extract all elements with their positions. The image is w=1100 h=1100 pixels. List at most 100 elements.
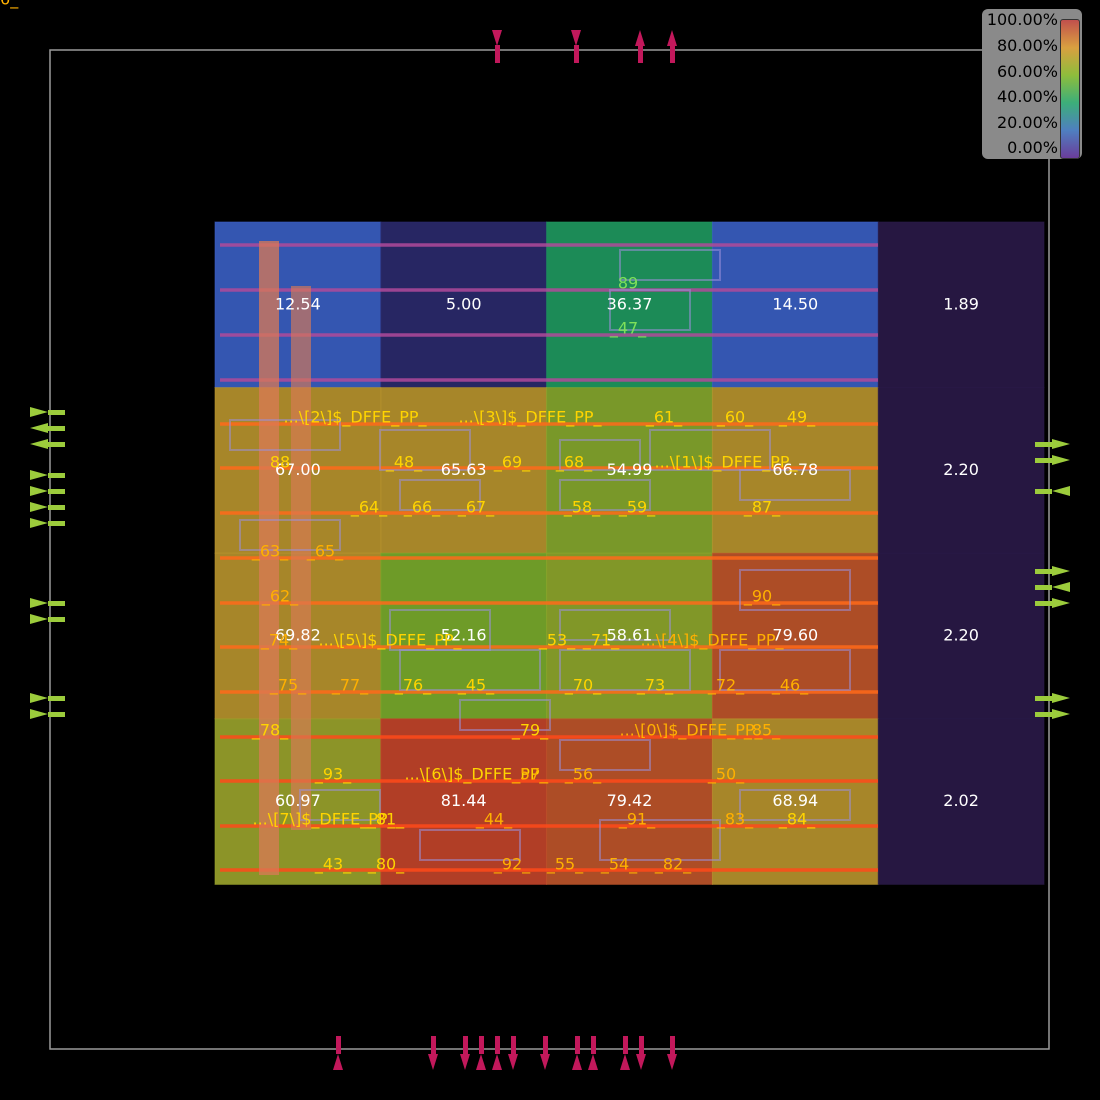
pin <box>1035 712 1052 717</box>
density-value: 66.78 <box>772 460 818 479</box>
instance-label: _63_ <box>251 542 289 562</box>
instance-label: _78_ <box>251 721 289 741</box>
instance-label: _85_ <box>743 721 781 741</box>
density-values: 12.54 5.00 36.37 14.50 1.89 67.00 65.63 54.99 66… <box>275 294 979 810</box>
pin-arrow <box>1052 693 1070 703</box>
pin <box>479 1036 484 1054</box>
legend-label: 40.00% <box>996 87 1058 106</box>
pin <box>639 1036 644 1054</box>
instance-label: _77_ <box>331 676 369 696</box>
instance-label: ...\[7\]$_DFFE_PP_ <box>252 810 396 830</box>
pin <box>48 489 65 494</box>
legend-label: 100.00% <box>986 10 1058 29</box>
instance-label: _73_ <box>636 676 674 696</box>
density-value: 67.00 <box>275 460 321 479</box>
instance-label: ...\[1\]$_DFFE_PP_ <box>654 453 798 473</box>
instance-label: _44_ <box>475 810 513 830</box>
std-cell-outline <box>719 649 851 691</box>
pin <box>495 1036 500 1054</box>
instance-label: _45_ <box>457 676 495 696</box>
pin <box>1035 585 1052 590</box>
instance-label: 89 <box>618 274 638 293</box>
pin <box>574 45 579 63</box>
std-cell-outline <box>559 739 651 771</box>
pin-arrow <box>30 598 48 608</box>
pin <box>591 1036 596 1054</box>
std-cell-outline <box>609 289 691 331</box>
pin-arrow <box>635 30 645 46</box>
instance-label: _64_ <box>350 498 388 518</box>
pin-arrow <box>636 1054 646 1070</box>
instance-label: _57_ <box>511 765 549 785</box>
pin-arrow <box>30 518 48 528</box>
pin-arrow <box>30 709 48 719</box>
density-value: 68.94 <box>772 791 818 810</box>
std-cell-outline <box>229 419 341 451</box>
instance-labels: 89 _47_ ...\[2\]$_DFFE_PP_ ...\[3\]$_DFFE_P… <box>0 0 816 875</box>
pin <box>48 712 65 717</box>
instance-label: ...\[2\]$_DFFE_PP_ <box>283 408 427 428</box>
pin <box>48 601 65 606</box>
pin <box>623 1036 628 1054</box>
pin <box>48 426 65 431</box>
legend-label: 0.00% <box>1007 138 1058 157</box>
instance-label: _90_ <box>743 587 781 607</box>
density-cell <box>380 718 548 885</box>
density-cell <box>380 221 548 389</box>
pin-arrow <box>30 614 48 624</box>
instance-label: ...\[6\]$_DFFE_PP_ <box>404 765 548 785</box>
routing-wires <box>220 241 878 875</box>
pin-arrow <box>1052 455 1070 465</box>
instance-label: _43_ <box>314 855 352 875</box>
instance-label: _86_ <box>0 0 19 10</box>
density-value: 54.99 <box>607 460 653 479</box>
pin <box>463 1036 468 1054</box>
pin-arrow <box>30 407 48 417</box>
pin <box>336 1036 341 1054</box>
std-cell-outline <box>399 479 481 511</box>
std-cell-outline <box>559 439 641 471</box>
pin-arrow <box>540 1054 550 1070</box>
instance-label: _49_ <box>778 408 816 428</box>
std-cell-outline <box>649 429 771 471</box>
die-boundary <box>49 49 1050 1050</box>
pin <box>495 45 500 63</box>
std-cell-outline <box>459 699 551 731</box>
density-value: 58.61 <box>607 626 653 645</box>
std-cell-outline <box>299 789 381 821</box>
density-value: 69.82 <box>275 626 321 645</box>
pin-arrow <box>30 502 48 512</box>
pin-arrow <box>1052 486 1070 496</box>
pin-arrow <box>30 693 48 703</box>
pin-arrow <box>1052 582 1070 592</box>
instance-label: _60_ <box>716 408 754 428</box>
instance-label: _47_ <box>609 319 647 339</box>
pin <box>575 1036 580 1054</box>
instance-label: _69_ <box>493 453 531 473</box>
pin <box>1035 696 1052 701</box>
std-cell-outline <box>559 649 691 691</box>
instance-label: _50_ <box>707 765 745 785</box>
pin <box>1035 458 1052 463</box>
pin-arrow <box>30 439 48 449</box>
instance-label: _46_ <box>771 676 809 696</box>
std-cell-outline <box>739 789 851 821</box>
density-legend: 100.00% 80.00% 60.00% 40.00% 20.00% 0.00… <box>982 9 1082 159</box>
pin-arrow <box>30 486 48 496</box>
instance-label: _83_ <box>716 810 754 830</box>
density-value: 52.16 <box>441 626 487 645</box>
std-cell-outline <box>399 649 541 691</box>
instance-label: _70_ <box>564 676 602 696</box>
density-value: 36.37 <box>607 294 653 313</box>
instance-label: _58_ <box>563 498 601 518</box>
pin <box>1035 489 1052 494</box>
instance-label: _67_ <box>457 498 495 518</box>
pin-arrow <box>508 1054 518 1070</box>
instance-label: _93_ <box>314 765 352 785</box>
instance-label: ...\[3\]$_DFFE_PP_ <box>458 408 602 428</box>
instance-label: _66_ <box>403 498 441 518</box>
std-cell-outline <box>619 249 721 281</box>
pin-arrow <box>572 1054 582 1070</box>
density-value: 1.89 <box>943 294 979 313</box>
